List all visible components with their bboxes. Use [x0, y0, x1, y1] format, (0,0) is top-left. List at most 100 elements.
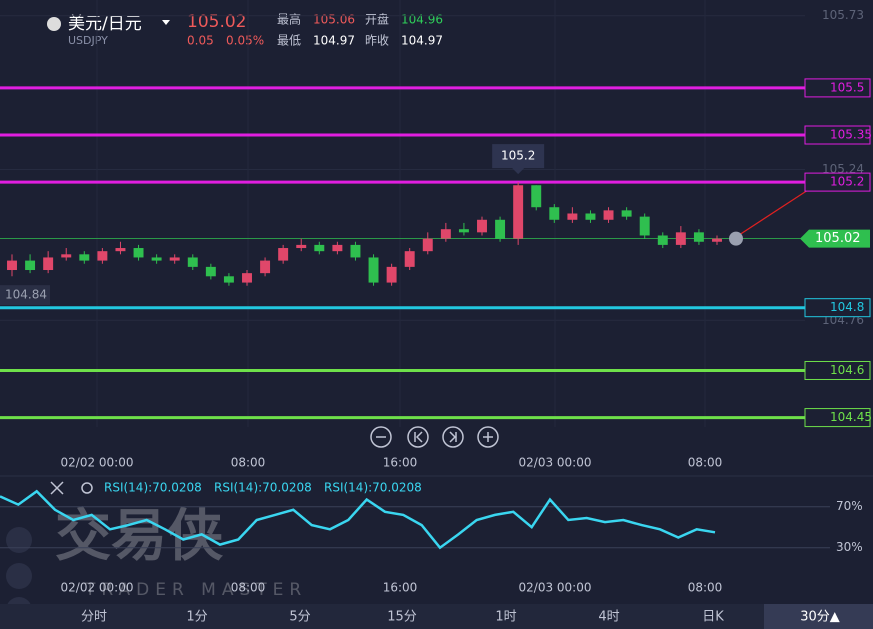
level-label: 105.5	[830, 80, 864, 94]
tab[interactable]: 日K	[702, 610, 724, 625]
tab[interactable]: 30分▲	[800, 610, 840, 625]
change-pct: 0.05%	[226, 34, 264, 48]
stat-label: 最高	[277, 12, 301, 27]
y-tick-label: 105.24	[822, 162, 864, 176]
stat-label: 最低	[277, 34, 301, 48]
rsi-tick-label: 30%	[836, 540, 863, 554]
icon	[483, 432, 493, 442]
candle-body	[712, 238, 722, 242]
candle-body	[260, 260, 271, 274]
tab-active	[764, 604, 873, 629]
tab[interactable]: 4时	[598, 610, 619, 625]
rsi-label: RSI(14):70.0208	[214, 481, 312, 495]
step-forward[interactable]	[442, 426, 464, 448]
tab-bar	[0, 604, 873, 629]
zoom-controls	[370, 426, 499, 448]
trend-arrow	[735, 189, 809, 238]
tab[interactable]: 5分	[289, 610, 310, 625]
rsi-label: RSI(14):70.0208	[104, 481, 202, 495]
symbol[interactable]: 美元/日元	[68, 14, 142, 34]
candle-body	[223, 276, 234, 283]
code: USDJPY	[68, 34, 108, 47]
rsi-tick-label: 70%	[836, 499, 863, 513]
zoom-in[interactable]	[477, 426, 499, 448]
candle-body	[205, 266, 216, 277]
tab[interactable]: 15分	[387, 610, 417, 625]
icon	[449, 431, 457, 443]
dropdown[interactable]	[162, 20, 170, 25]
rsi-label: RSI(14):70.0208	[324, 481, 422, 495]
zoom-out[interactable]	[370, 426, 392, 448]
level-label: 104.45	[830, 410, 872, 424]
candle-body	[242, 273, 252, 283]
info-icon[interactable]	[729, 231, 743, 246]
candle-body	[585, 213, 596, 220]
stat-value: 104.96	[401, 13, 443, 27]
y-tick-label: 105.73	[822, 8, 864, 22]
flag	[47, 17, 61, 31]
candle-body	[368, 257, 379, 283]
x-tick-label: 16:00	[383, 581, 418, 595]
level-tag	[804, 172, 871, 192]
level-tag	[804, 78, 871, 98]
rsi-tools	[50, 481, 93, 495]
step-back[interactable]	[407, 426, 429, 448]
peak-label: 105.2	[501, 149, 535, 163]
price-tag	[800, 229, 870, 248]
candle-body	[495, 219, 506, 239]
x-tick-label: 02/03 00:00	[519, 456, 592, 470]
candle-body	[567, 213, 578, 220]
x-tick-label: 08:00	[231, 456, 266, 470]
candle-body	[657, 235, 668, 245]
candle-body	[133, 248, 144, 258]
candle-body	[332, 244, 343, 252]
rsi-line	[0, 489, 716, 550]
stat-label: 开盘	[365, 12, 389, 27]
level-label: 105.2	[830, 175, 864, 189]
candle-body	[79, 254, 90, 261]
candle-body	[97, 251, 108, 261]
candle-body	[404, 251, 415, 267]
candle-body	[296, 244, 307, 249]
level-label: 105.35	[830, 128, 872, 142]
x-tick-label: 08:00	[231, 581, 266, 595]
settings-icon[interactable]	[81, 482, 93, 494]
cursor-label: 104.84	[5, 288, 47, 302]
level-tag	[804, 408, 871, 428]
x-tick-label: 02/02 00:00	[61, 581, 134, 595]
candle-body	[531, 185, 542, 208]
candle-body	[458, 229, 469, 233]
candle-body	[350, 244, 361, 258]
candle-body	[639, 216, 650, 236]
cursor-tag	[0, 285, 50, 306]
close-icon[interactable]	[50, 481, 64, 495]
tool-button[interactable]	[6, 563, 32, 589]
candle-body	[693, 232, 704, 242]
price: 105.02	[187, 12, 246, 32]
candle-body	[115, 248, 126, 252]
candle-body	[603, 210, 614, 220]
level-tag	[804, 360, 871, 380]
candle-body	[621, 210, 632, 217]
candle-body	[440, 229, 451, 239]
candle-body	[513, 185, 524, 239]
change: 0.05	[187, 34, 214, 48]
x-tick-label: 08:00	[688, 456, 723, 470]
level-tag	[804, 298, 871, 318]
candle-body	[187, 257, 198, 267]
tab[interactable]: 1时	[495, 610, 516, 625]
stat-value: 105.06	[313, 13, 355, 27]
tab[interactable]: 分时	[81, 610, 107, 625]
tab[interactable]: 1分	[186, 610, 207, 625]
candle-body	[314, 244, 325, 252]
candle-body	[386, 266, 397, 283]
candle-body	[477, 219, 487, 233]
stat-value: 104.97	[313, 34, 355, 48]
candle-body	[25, 260, 36, 271]
x-tick-label: 02/03 00:00	[519, 581, 592, 595]
candle-body	[61, 254, 72, 258]
tool-button[interactable]	[6, 527, 32, 553]
